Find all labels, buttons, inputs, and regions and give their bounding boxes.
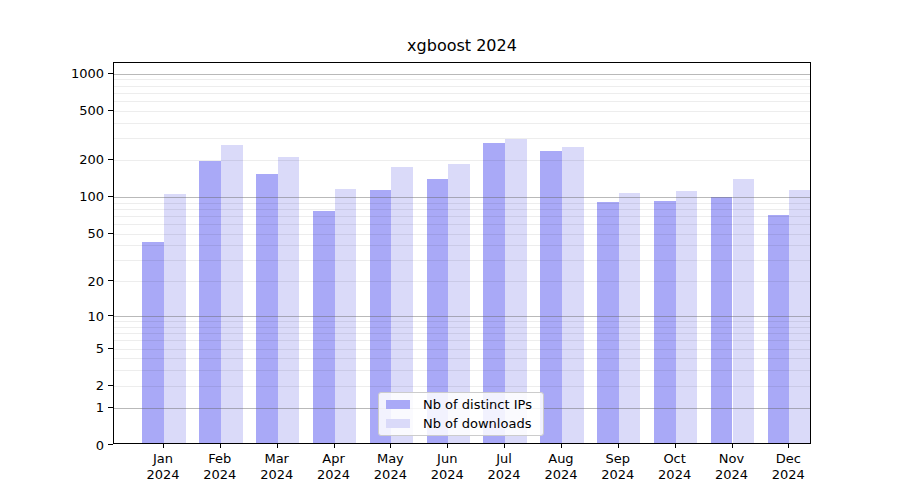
x-tick-mark — [675, 444, 676, 448]
gridline-y-900 — [114, 79, 810, 80]
gridline-y-90 — [114, 203, 810, 204]
gridline-y-600 — [114, 101, 810, 102]
x-tick-label-feb: Feb 2024 — [203, 451, 236, 483]
gridline-y-2 — [114, 386, 810, 387]
gridline-y-300 — [114, 138, 810, 139]
y-tick-mark — [108, 280, 113, 281]
x-tick-mark — [618, 444, 619, 448]
y-tick-mark — [108, 385, 113, 386]
gridline-y-7 — [114, 333, 810, 334]
grid-layer — [114, 63, 810, 443]
gridline-y-70 — [114, 216, 810, 217]
legend-label: Nb of downloads — [423, 416, 531, 431]
x-tick-label-may: May 2024 — [374, 451, 407, 483]
gridline-y-4 — [114, 358, 810, 359]
y-tick-label-0: 0 — [0, 437, 104, 452]
x-tick-mark — [163, 444, 164, 448]
legend-swatch — [386, 419, 410, 428]
gridline-y-40 — [114, 245, 810, 246]
gridline-y-8 — [114, 327, 810, 328]
y-tick-mark — [108, 444, 113, 445]
x-tick-mark — [277, 444, 278, 448]
x-tick-label-aug: Aug 2024 — [544, 451, 577, 483]
x-tick-label-jun: Jun 2024 — [431, 451, 464, 483]
y-tick-mark — [108, 110, 113, 111]
x-tick-mark — [447, 444, 448, 448]
y-tick-label-100: 100 — [0, 189, 104, 204]
x-tick-mark — [390, 444, 391, 448]
y-tick-label-1: 1 — [0, 400, 104, 415]
y-tick-mark — [108, 407, 113, 408]
gridline-y-30 — [114, 260, 810, 261]
y-tick-mark — [108, 73, 113, 74]
legend-swatch — [386, 400, 410, 409]
gridline-y-10 — [114, 316, 810, 317]
gridline-y-200 — [114, 160, 810, 161]
y-tick-label-10: 10 — [0, 308, 104, 323]
gridline-y-6 — [114, 340, 810, 341]
x-tick-mark — [732, 444, 733, 448]
x-tick-label-jul: Jul 2024 — [488, 451, 521, 483]
y-tick-mark — [108, 233, 113, 234]
x-tick-label-nov: Nov 2024 — [715, 451, 748, 483]
gridline-y-500 — [114, 111, 810, 112]
y-tick-mark — [108, 196, 113, 197]
x-tick-label-apr: Apr 2024 — [317, 451, 350, 483]
x-tick-label-dec: Dec 2024 — [772, 451, 805, 483]
gridline-y-1000 — [114, 74, 810, 75]
y-tick-label-50: 50 — [0, 226, 104, 241]
x-tick-mark — [334, 444, 335, 448]
gridline-y-9 — [114, 321, 810, 322]
x-tick-mark — [220, 444, 221, 448]
y-tick-label-20: 20 — [0, 273, 104, 288]
gridline-y-5 — [114, 349, 810, 350]
x-tick-label-sep: Sep 2024 — [601, 451, 634, 483]
chart-title: xgboost 2024 — [113, 36, 811, 55]
gridline-y-800 — [114, 86, 810, 87]
y-tick-label-2: 2 — [0, 378, 104, 393]
legend-item: Nb of distinct IPs — [386, 397, 533, 412]
plot-area — [113, 62, 811, 444]
y-tick-label-500: 500 — [0, 103, 104, 118]
x-tick-mark — [504, 444, 505, 448]
y-tick-label-5: 5 — [0, 341, 104, 356]
gridline-y-100 — [114, 197, 810, 198]
y-tick-mark — [108, 348, 113, 349]
x-tick-label-mar: Mar 2024 — [260, 451, 293, 483]
y-tick-label-200: 200 — [0, 152, 104, 167]
gridline-y-50 — [114, 234, 810, 235]
y-tick-label-1000: 1000 — [0, 66, 104, 81]
gridline-y-400 — [114, 123, 810, 124]
gridline-y-80 — [114, 209, 810, 210]
gridline-y-3 — [114, 370, 810, 371]
bar-chart-figure: xgboost 2024 0 1 2 5 10 20 50 100 200 500 1000 Jan… — [0, 0, 900, 500]
legend-item: Nb of downloads — [386, 416, 533, 431]
y-tick-mark — [108, 315, 113, 316]
gridline-y-700 — [114, 93, 810, 94]
y-tick-mark — [108, 159, 113, 160]
legend-label: Nb of distinct IPs — [423, 397, 532, 412]
x-tick-mark — [561, 444, 562, 448]
gridline-y-20 — [114, 281, 810, 282]
x-tick-label-jan: Jan 2024 — [146, 451, 179, 483]
gridline-y-60 — [114, 224, 810, 225]
x-tick-label-oct: Oct 2024 — [658, 451, 691, 483]
legend: Nb of distinct IPs Nb of downloads — [378, 392, 544, 436]
x-tick-mark — [788, 444, 789, 448]
